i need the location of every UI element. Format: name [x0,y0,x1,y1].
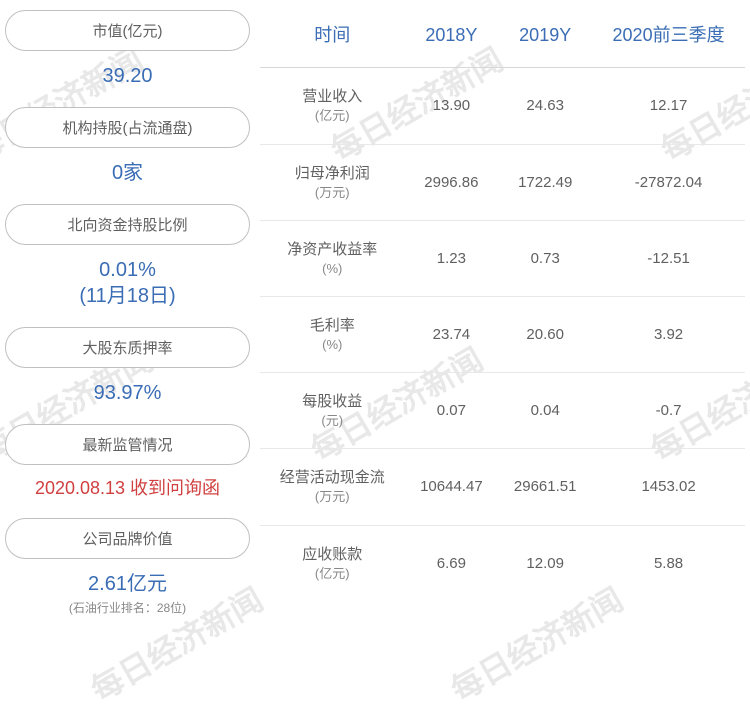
value-cell: 29661.51 [498,449,592,525]
value-cell: 0.04 [498,373,592,449]
pledge-ratio-label: 大股东质押率 [5,327,250,368]
value-cell: 1722.49 [498,144,592,220]
metric-cell: 归母净利润(万元) [260,144,404,220]
financial-data-table: 时间 2018Y 2019Y 2020前三季度 营业收入(亿元)13.9024.… [260,10,745,601]
left-info-panel: 市值(亿元) 39.20 机构持股(占流通盘) 0家 北向资金持股比例 0.01… [5,10,260,668]
value-cell: 2996.86 [404,144,498,220]
table-row: 净资产收益率(%)1.230.73-12.51 [260,220,745,296]
value-cell: -27872.04 [592,144,745,220]
table-row: 应收账款(亿元)6.6912.095.88 [260,525,745,601]
market-cap-value: 39.20 [5,59,250,99]
value-cell: -0.7 [592,373,745,449]
col-2019: 2019Y [498,10,592,68]
table-row: 每股收益(元)0.070.04-0.7 [260,373,745,449]
value-cell: 10644.47 [404,449,498,525]
table-body: 营业收入(亿元)13.9024.6312.17归母净利润(万元)2996.861… [260,68,745,601]
table-row: 毛利率(%)23.7420.603.92 [260,296,745,372]
table-row: 经营活动现金流(万元)10644.4729661.511453.02 [260,449,745,525]
northbound-ratio-value: 0.01% (11月18日) [5,253,250,319]
value-cell: 23.74 [404,296,498,372]
value-cell: 6.69 [404,525,498,601]
value-cell: 12.17 [592,68,745,144]
value-cell: 24.63 [498,68,592,144]
institutional-holdings-label: 机构持股(占流通盘) [5,107,250,148]
metric-cell: 营业收入(亿元) [260,68,404,144]
metric-cell: 每股收益(元) [260,373,404,449]
institutional-holdings-value: 0家 [5,156,250,196]
table-header-row: 时间 2018Y 2019Y 2020前三季度 [260,10,745,68]
metric-cell: 应收账款(亿元) [260,525,404,601]
financial-table-panel: 时间 2018Y 2019Y 2020前三季度 营业收入(亿元)13.9024.… [260,10,745,668]
value-cell: 0.73 [498,220,592,296]
market-cap-label: 市值(亿元) [5,10,250,51]
metric-cell: 经营活动现金流(万元) [260,449,404,525]
value-cell: 3.92 [592,296,745,372]
value-cell: 12.09 [498,525,592,601]
value-cell: 0.07 [404,373,498,449]
value-cell: 20.60 [498,296,592,372]
brand-value-label: 公司品牌价值 [5,518,250,559]
brand-value-value: 2.61亿元 (石油行业排名：28位) [5,567,250,626]
regulatory-status-value: 2020.08.13 收到问询函 [5,473,250,510]
table-row: 营业收入(亿元)13.9024.6312.17 [260,68,745,144]
col-2020q3: 2020前三季度 [592,10,745,68]
value-cell: 5.88 [592,525,745,601]
value-cell: 1.23 [404,220,498,296]
value-cell: 1453.02 [592,449,745,525]
value-cell: -12.51 [592,220,745,296]
col-time: 时间 [260,10,404,68]
value-cell: 13.90 [404,68,498,144]
metric-cell: 净资产收益率(%) [260,220,404,296]
table-row: 归母净利润(万元)2996.861722.49-27872.04 [260,144,745,220]
metric-cell: 毛利率(%) [260,296,404,372]
regulatory-status-label: 最新监管情况 [5,424,250,465]
northbound-ratio-label: 北向资金持股比例 [5,204,250,245]
pledge-ratio-value: 93.97% [5,376,250,416]
col-2018: 2018Y [404,10,498,68]
